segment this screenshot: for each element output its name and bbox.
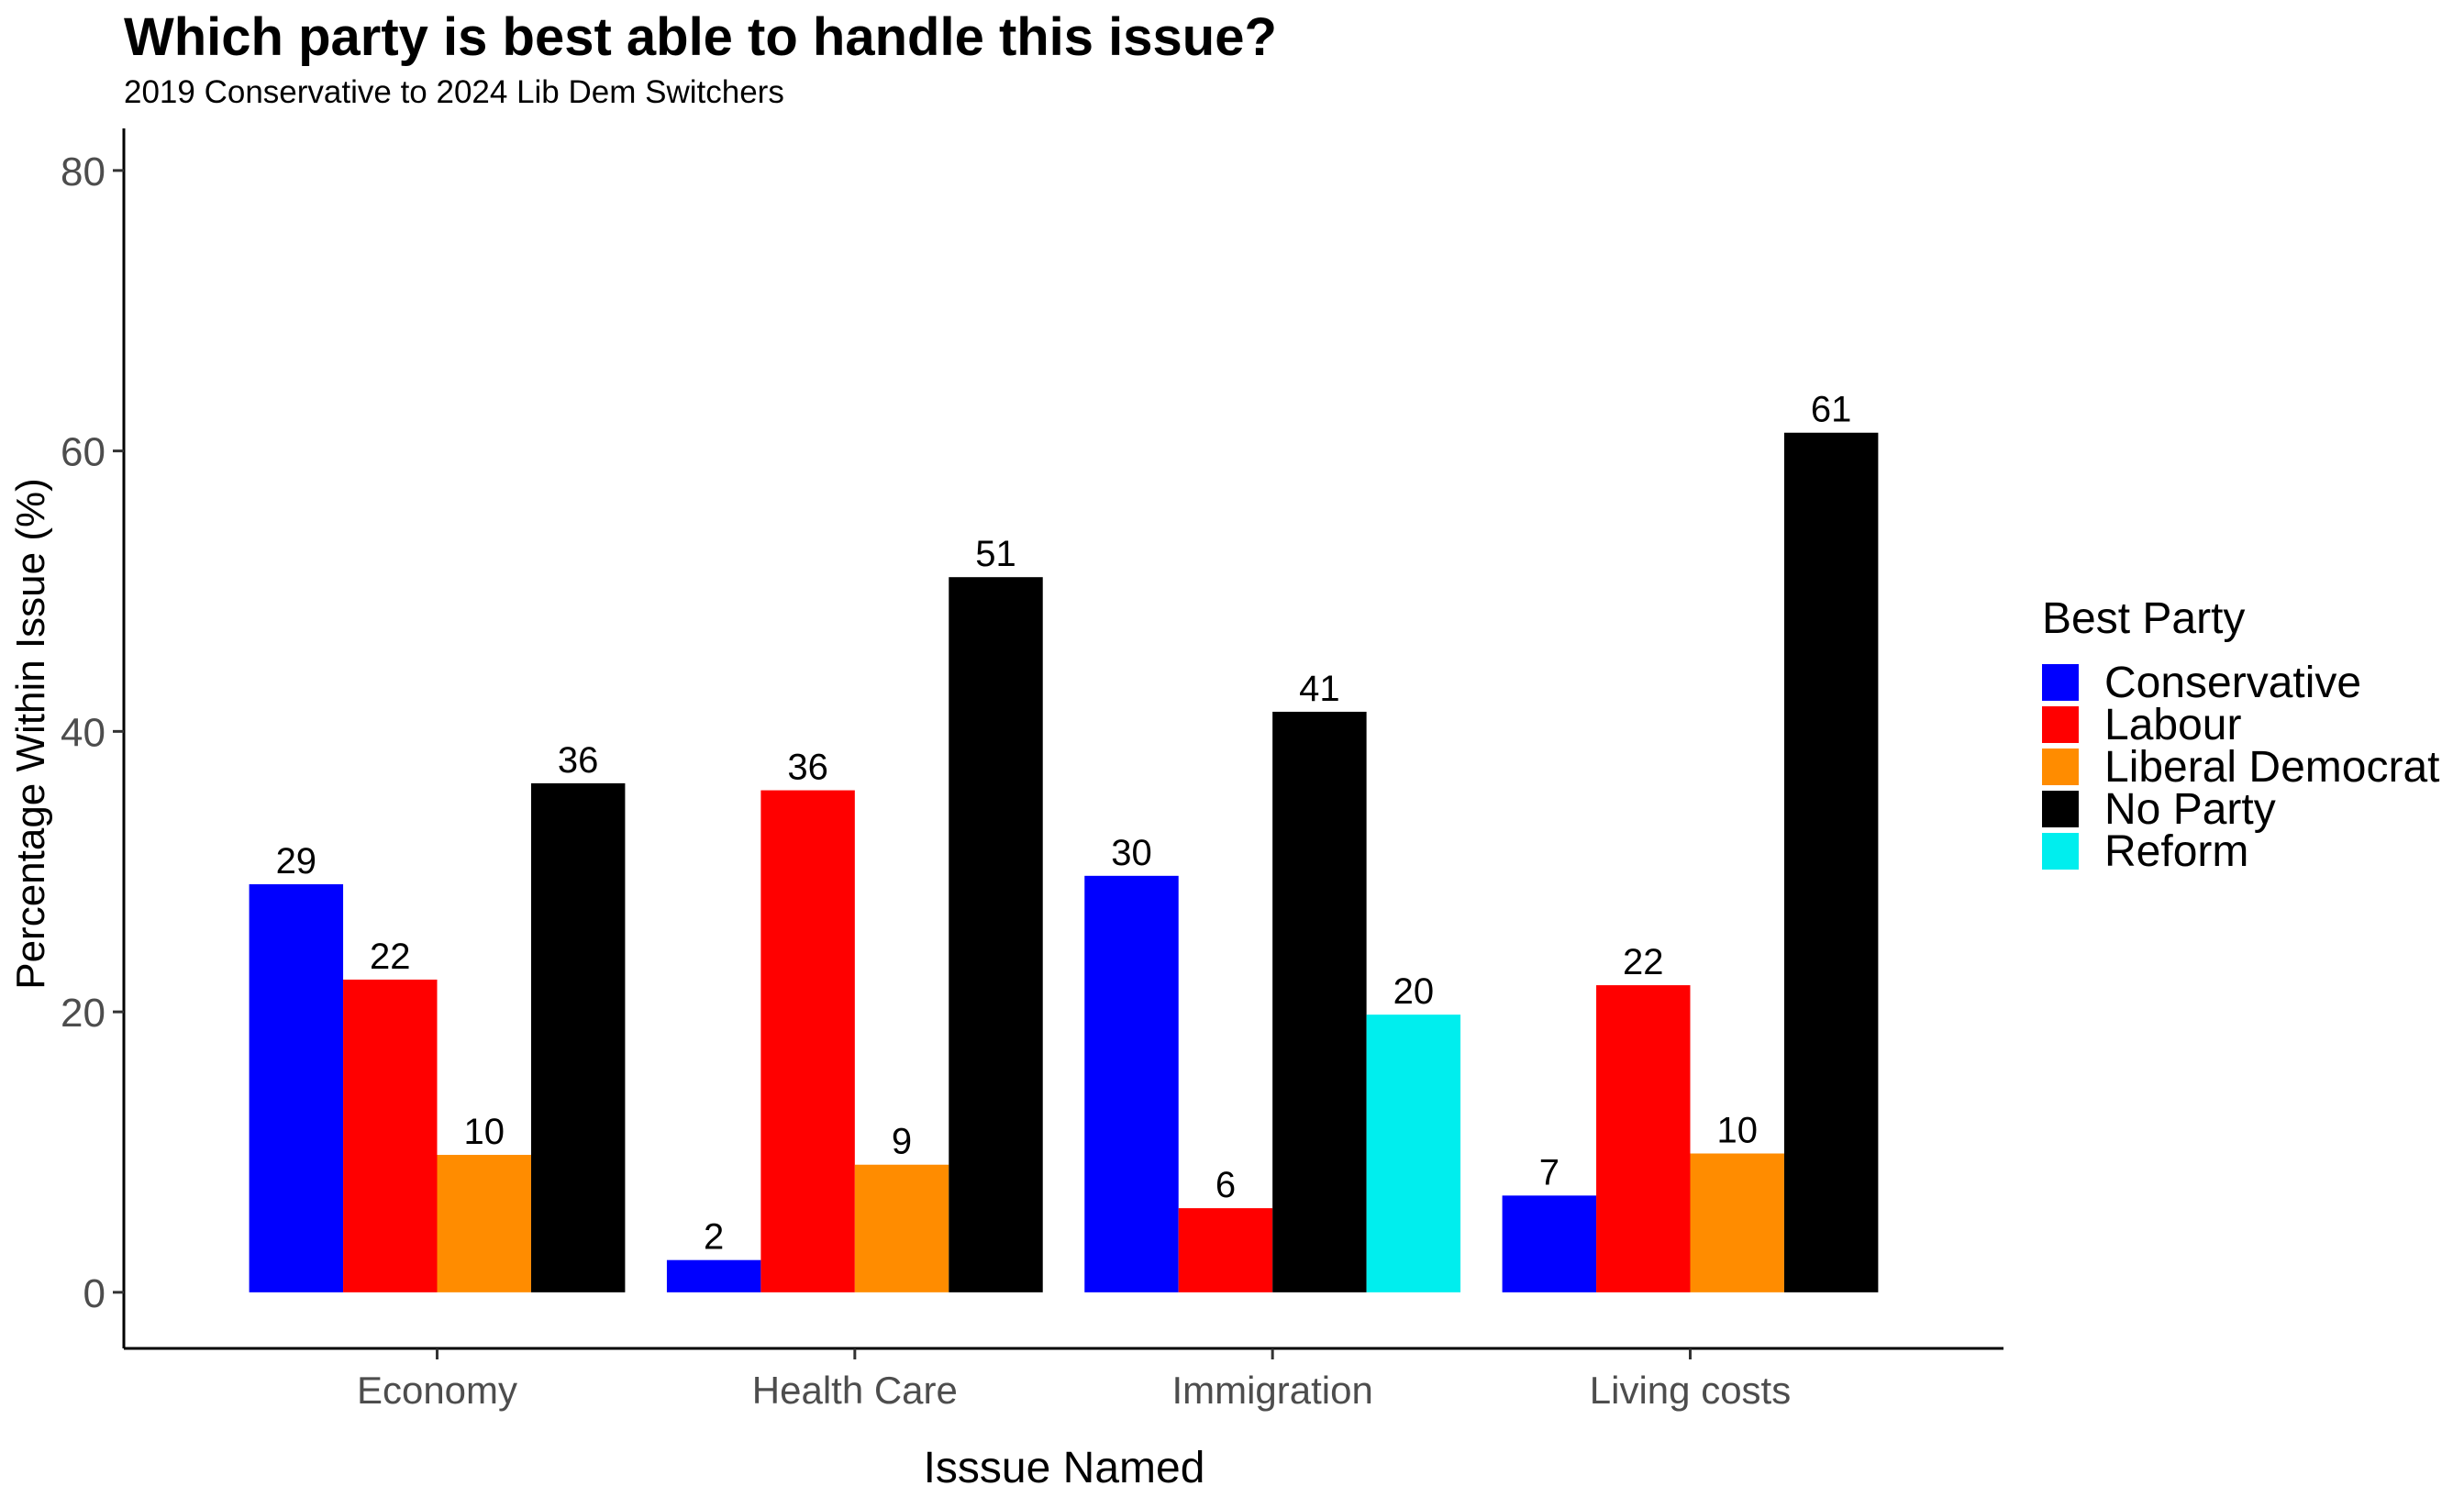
bar-label-health-care-liberal-democrat: 9 [892,1122,912,1162]
bar-living-costs-labour [1596,985,1691,1292]
legend-label-labour: Labour [2104,701,2241,749]
x-axis-title: Isssue Named [924,1444,1205,1492]
bar-label-immigration-conservative: 30 [1111,833,1152,873]
bar-label-immigration-labour: 6 [1215,1165,1236,1205]
x-tick-label-economy: Economy [357,1369,517,1412]
legend-label-liberal-democrat: Liberal Democrat [2104,743,2439,792]
legend-key-liberal-democrat [2042,748,2079,785]
bar-label-living-costs-labour: 22 [1623,942,1664,982]
bar-living-costs-no-party [1783,432,1879,1292]
legend-title: Best Party [2042,594,2245,643]
legend-label-reform: Reform [2104,827,2248,876]
y-axis-title: Percentage Within Issue (%) [8,478,53,990]
bar-label-health-care-no-party: 51 [975,534,1016,574]
bar-economy-no-party [530,782,626,1292]
bar-economy-labour [343,979,438,1292]
x-tick-label-immigration: Immigration [1171,1369,1372,1412]
chart-title: Which party is best able to handle this … [124,7,1277,67]
bar-label-living-costs-liberal-democrat: 10 [1716,1111,1758,1151]
bar-economy-conservative [249,883,344,1292]
y-tick-label: 60 [61,430,105,475]
bar-immigration-conservative [1084,875,1179,1292]
bar-living-costs-conservative [1502,1195,1597,1292]
bar-health-care-no-party [949,577,1043,1292]
y-tick-label: 80 [61,150,105,194]
bar-label-economy-labour: 22 [370,937,411,977]
bar-label-economy-conservative: 29 [276,841,317,882]
bar-label-living-costs-no-party: 61 [1811,390,1852,430]
bar-label-health-care-labour: 36 [787,748,828,788]
legend-key-reform [2042,833,2079,870]
legend-label-no-party: No Party [2104,785,2276,834]
bar-label-living-costs-conservative: 7 [1539,1152,1559,1192]
bar-label-economy-no-party: 36 [558,740,599,781]
x-tick-label-health-care: Health Care [752,1369,958,1412]
bar-immigration-reform [1366,1015,1461,1292]
bar-living-costs-liberal-democrat [1690,1153,1784,1292]
chart-subtitle: 2019 Conservative to 2024 Lib Dem Switch… [124,74,784,110]
bar-immigration-labour [1178,1208,1273,1292]
bar-health-care-labour [760,790,855,1292]
legend-key-no-party [2042,791,2079,827]
bar-economy-liberal-democrat [437,1155,531,1292]
y-tick-label: 20 [61,991,105,1036]
legend-key-conservative [2042,664,2079,701]
plot-area: 0 20 40 60 80 29 22 10 36 Economy 2 36 9 51 Health Car… [61,128,2003,1412]
legend-key-labour [2042,706,2079,743]
bar-health-care-conservative [666,1259,761,1292]
y-tick-label: 40 [61,710,105,755]
bar-label-economy-liberal-democrat: 10 [463,1112,505,1152]
bar-label-immigration-reform: 20 [1393,971,1435,1012]
x-tick-label-living-costs: Living costs [1590,1369,1791,1412]
bar-label-health-care-conservative: 2 [704,1217,724,1258]
y-tick-label: 0 [83,1271,105,1316]
bar-health-care-liberal-democrat [854,1164,949,1292]
legend-label-conservative: Conservative [2104,659,2361,707]
bar-label-immigration-no-party: 41 [1299,669,1340,709]
bar-immigration-no-party [1272,711,1367,1292]
